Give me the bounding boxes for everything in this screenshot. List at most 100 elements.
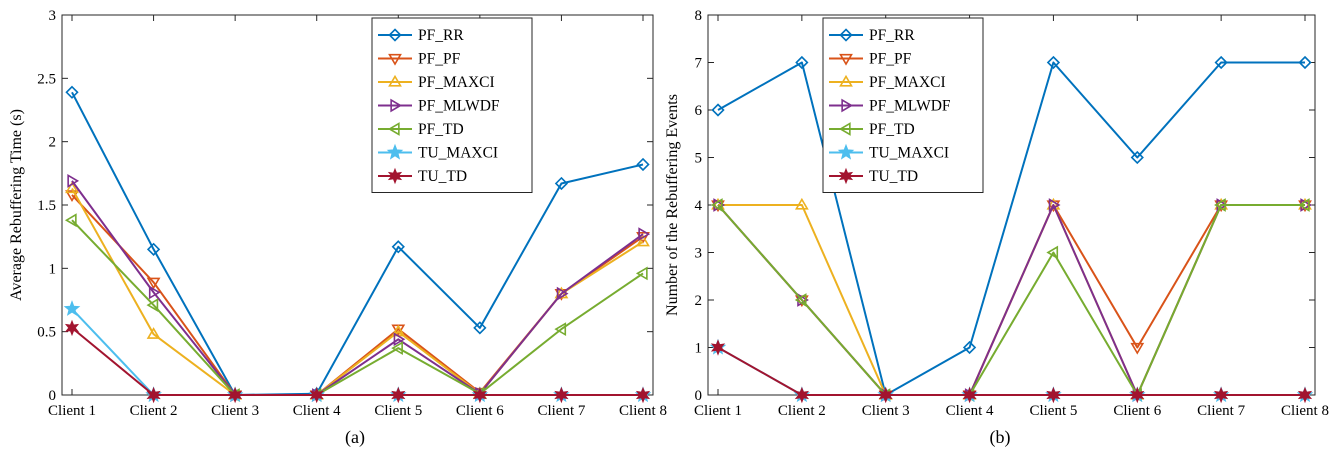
legend-entry: TU_TD — [869, 168, 918, 185]
legend-entry: PF_RR — [869, 27, 915, 44]
data-point — [1216, 198, 1229, 212]
legend-marker — [841, 98, 854, 113]
x-tick-label: Client 4 — [293, 403, 341, 419]
x-tick-label: Client 5 — [1029, 403, 1077, 419]
data-point — [797, 293, 809, 307]
data-point — [795, 55, 809, 70]
data-point — [473, 321, 487, 335]
legend-entry: PF_PF — [869, 51, 912, 68]
legend-marker — [387, 122, 400, 136]
data-point — [1130, 150, 1144, 165]
y-tick-label: 1 — [695, 341, 703, 357]
data-point — [227, 386, 243, 404]
data-point — [554, 386, 569, 404]
series-line-TU_TD — [71, 327, 643, 396]
legend-marker — [839, 28, 853, 42]
data-point — [1214, 55, 1228, 70]
legend-marker — [388, 28, 402, 42]
y-tick-label: 4 — [695, 198, 703, 214]
data-point — [63, 300, 81, 316]
legend-entry: PF_MAXCI — [869, 74, 946, 91]
series-line-PF_MLWDF — [71, 180, 644, 396]
y-tick-label: 2.5 — [37, 71, 56, 87]
data-point — [962, 340, 977, 355]
legend-entry: TU_MAXCI — [869, 145, 949, 162]
x-tick-label: Client 8 — [619, 403, 667, 419]
data-point — [146, 277, 161, 290]
data-point — [635, 266, 648, 281]
ylabel-b: Number of the Rebuffering Events — [664, 94, 681, 316]
y-tick-label: 1.5 — [37, 198, 56, 214]
legend-marker — [387, 167, 403, 185]
x-tick-label: Client 8 — [1281, 403, 1329, 419]
data-point — [391, 240, 405, 254]
series-PF_MLWDF — [713, 198, 1313, 402]
legend-entry: PF_MAXCI — [418, 74, 495, 91]
legend-marker — [386, 143, 404, 160]
legend-marker — [388, 74, 402, 87]
data-point — [146, 242, 161, 256]
legend-marker — [838, 167, 854, 185]
y-tick-label: 6 — [695, 103, 703, 119]
series-TU_TD — [64, 319, 651, 404]
y-tick-label: 3 — [695, 246, 703, 262]
data-point — [794, 293, 807, 307]
data-point — [554, 176, 569, 191]
data-point — [1297, 386, 1313, 404]
legend-entry: PF_TD — [418, 121, 464, 138]
data-point — [64, 213, 77, 228]
x-tick-label: Client 2 — [130, 403, 178, 419]
x-tick-label: Client 6 — [456, 403, 504, 419]
series-TU_MAXCI — [63, 300, 652, 403]
y-tick-label: 8 — [695, 8, 703, 24]
data-point — [711, 103, 725, 117]
series-line-TU_MAXCI — [717, 346, 1305, 396]
y-tick-label: 0.5 — [37, 325, 56, 341]
data-point — [391, 341, 403, 356]
data-point — [393, 332, 406, 347]
subtitle-a: (a) — [345, 427, 365, 448]
x-tick-label: Client 5 — [374, 403, 422, 419]
data-point — [1213, 386, 1229, 404]
data-point — [710, 198, 723, 212]
data-point — [146, 386, 161, 404]
x-tick-label: Client 6 — [1113, 403, 1161, 419]
legend-1: PF_RR PF_PF PF_MAXCI PF_MLWDF PF_TD TU_MAXCI T… — [822, 17, 984, 193]
data-point — [64, 319, 80, 337]
data-point — [638, 227, 651, 242]
y-tick-label: 3 — [49, 8, 57, 24]
subtitle-b: (b) — [990, 427, 1011, 448]
data-point — [391, 386, 406, 404]
legend-marker — [390, 98, 403, 113]
data-point — [1130, 386, 1145, 404]
legend-marker — [837, 143, 855, 160]
legend-marker — [839, 74, 853, 87]
data-point — [1298, 55, 1312, 70]
legend-entry: TU_TD — [418, 168, 467, 185]
data-point — [794, 386, 810, 404]
legend-entry: PF_RR — [418, 27, 464, 44]
data-point — [713, 198, 726, 212]
x-tick-label: Client 4 — [946, 403, 994, 419]
data-point — [554, 322, 567, 337]
legend-0: PF_RR PF_PF PF_MAXCI PF_MLWDF PF_TD TU_MAXCI T… — [371, 17, 533, 193]
data-point — [309, 386, 324, 404]
chart-b: (b) Number of the Rebuffering Events 0 1 2… — [664, 8, 1329, 448]
data-point — [556, 286, 569, 301]
data-point — [1046, 386, 1061, 404]
legend-entry: PF_MLWDF — [418, 98, 500, 115]
data-point — [635, 386, 651, 404]
legend-marker — [388, 53, 402, 66]
x-tick-label: Client 1 — [694, 403, 742, 419]
legend-entry: PF_MLWDF — [869, 98, 951, 115]
y-tick-label: 5 — [695, 151, 703, 167]
data-point — [962, 386, 977, 404]
series-line-PF_TD — [717, 204, 1305, 396]
y-tick-label: 0 — [695, 388, 703, 404]
x-tick-label: Client 7 — [1197, 403, 1245, 419]
x-tick-label: Client 3 — [862, 403, 910, 419]
data-point — [65, 190, 79, 202]
legend-entry: TU_MAXCI — [418, 145, 498, 162]
legend-marker — [839, 53, 853, 66]
x-tick-label: Client 7 — [537, 403, 585, 419]
